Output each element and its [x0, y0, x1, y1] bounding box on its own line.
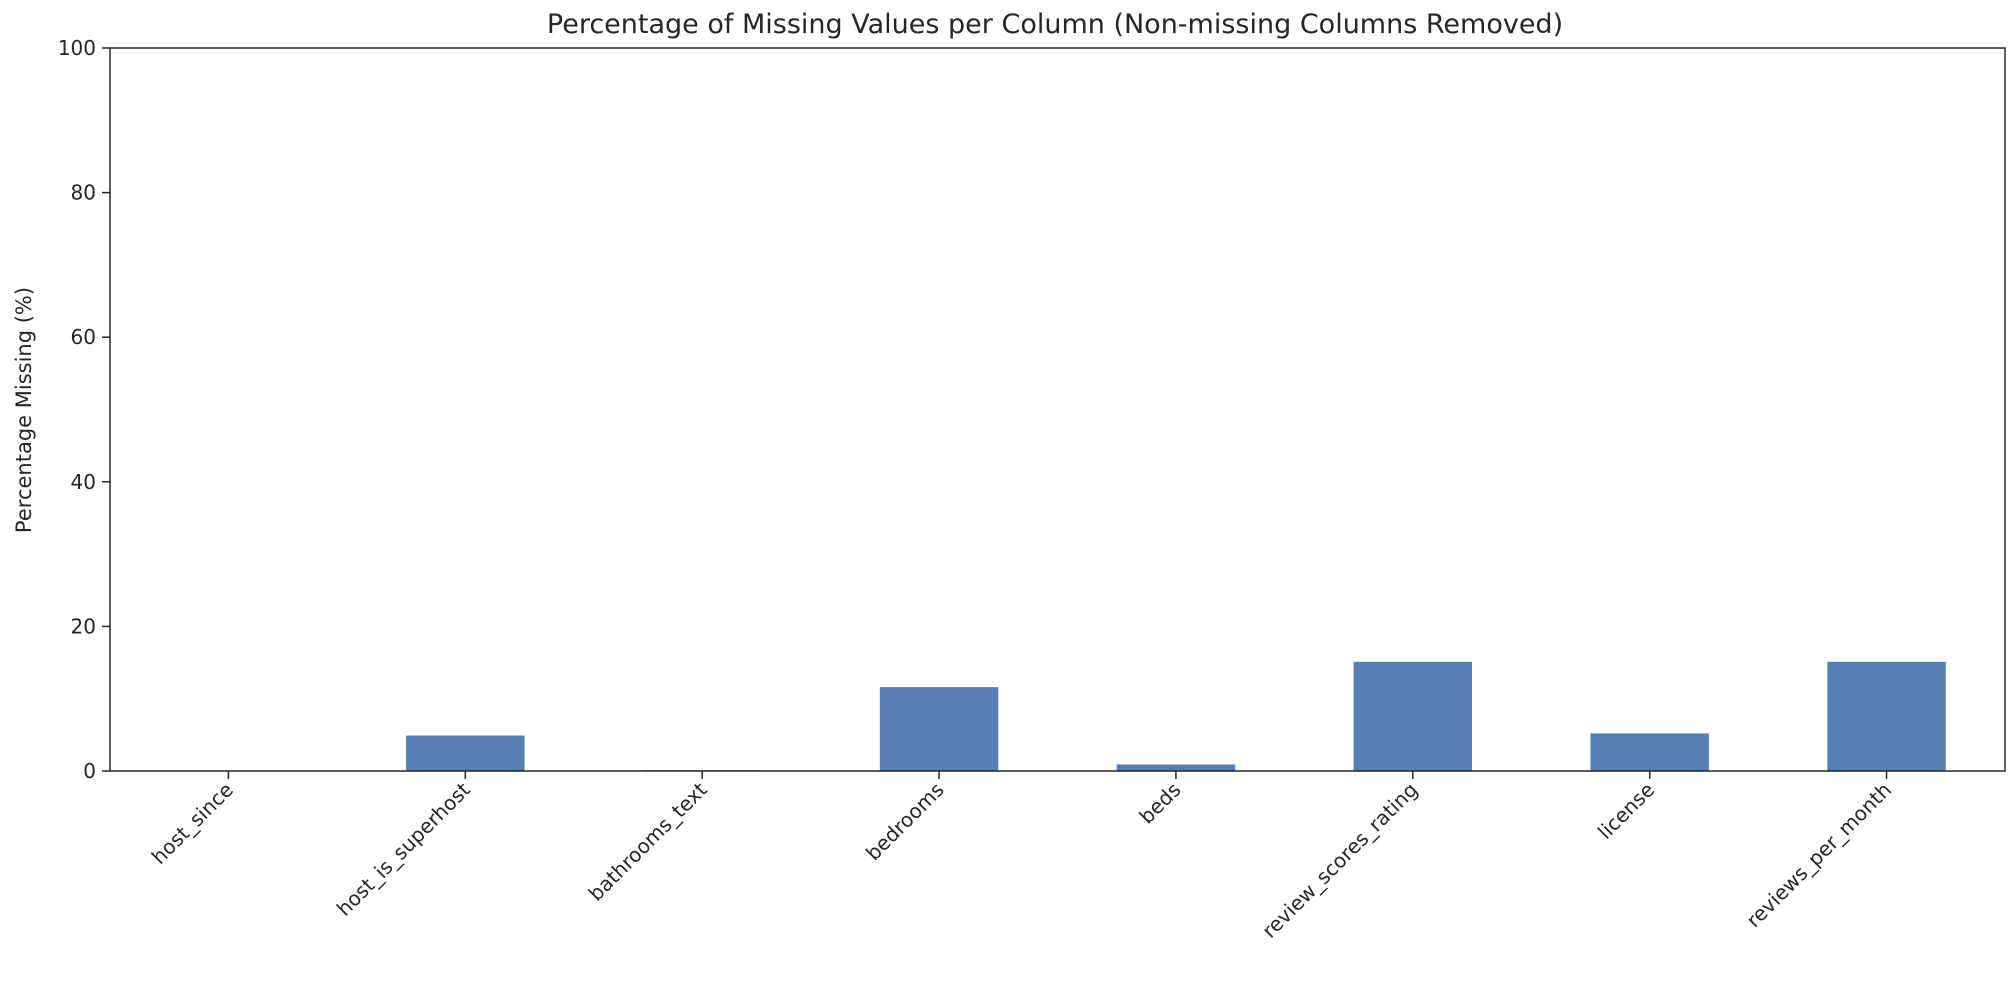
- y-axis-ticks: 0 20 40 60 80 100: [58, 36, 110, 783]
- y-tick-label: 40: [71, 470, 96, 494]
- x-tick-label-host-is-superhost: host_is_superhost: [332, 777, 475, 920]
- plot-frame: [110, 48, 2005, 771]
- x-tick-label-license: license: [1593, 778, 1659, 844]
- bar-reviews-per-month: [1827, 662, 1945, 771]
- y-tick-label: 100: [58, 36, 96, 60]
- y-tick-label: 60: [71, 325, 96, 349]
- bar-review-scores-rating: [1354, 662, 1472, 771]
- x-tick-label-beds: beds: [1134, 778, 1185, 829]
- y-tick-label: 0: [83, 759, 96, 783]
- bar-host-is-superhost: [406, 736, 524, 771]
- x-tick-label-bathrooms-text: bathrooms_text: [584, 777, 712, 905]
- bar-beds: [1117, 764, 1235, 771]
- x-tick-label-bedrooms: bedrooms: [861, 778, 949, 866]
- x-axis-ticks: host_since host_is_superhost bathrooms_tex…: [147, 771, 1896, 943]
- y-axis-label: Percentage Missing (%): [12, 287, 36, 533]
- bar-license: [1590, 733, 1708, 771]
- bars: [169, 662, 1946, 771]
- y-tick-label: 20: [71, 614, 96, 638]
- x-tick-label-host-since: host_since: [147, 778, 238, 869]
- chart-title: Percentage of Missing Values per Column …: [547, 9, 1563, 40]
- x-tick-label-reviews-per-month: reviews_per_month: [1741, 778, 1896, 933]
- x-tick-label-review-scores-rating: review_scores_rating: [1257, 778, 1422, 943]
- bar-bedrooms: [880, 687, 998, 771]
- y-tick-label: 80: [71, 181, 96, 205]
